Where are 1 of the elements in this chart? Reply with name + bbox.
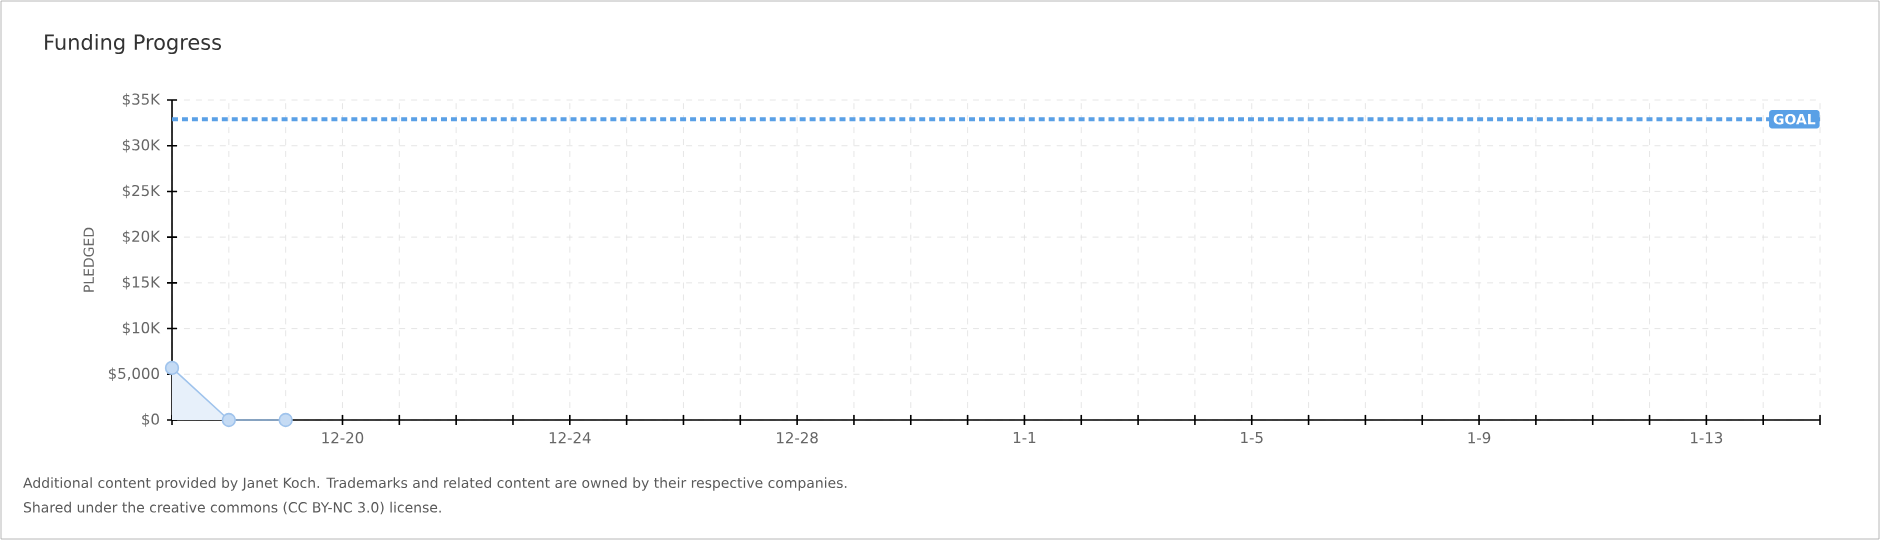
chart-title: Funding Progress — [45, 33, 222, 55]
